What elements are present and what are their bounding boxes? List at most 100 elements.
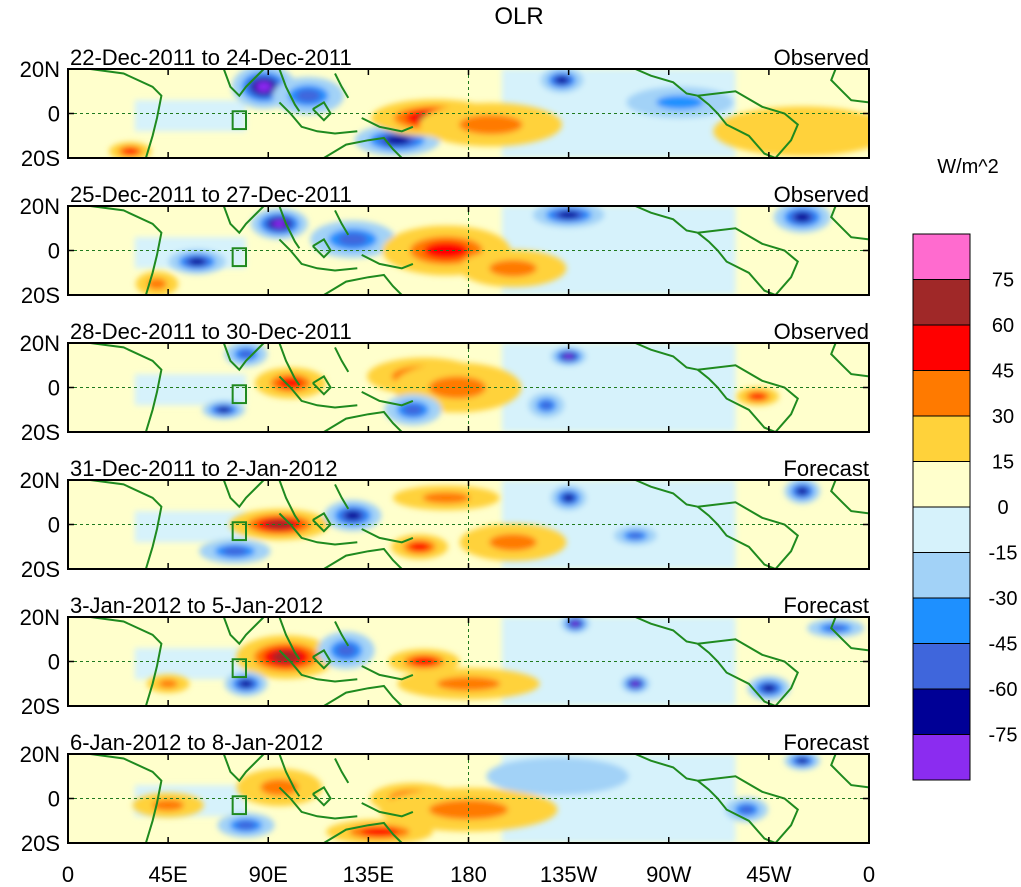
colorbar-swatch: [912, 324, 971, 371]
anomaly-4-level: [555, 76, 569, 84]
reference-box: [231, 658, 247, 679]
coastline-9: [635, 480, 698, 508]
coastline-6: [334, 621, 350, 647]
anomaly-7-level: [794, 212, 811, 222]
coastline-7: [361, 665, 414, 681]
coastline-9: [635, 69, 698, 97]
y-tick-label: 20S: [21, 557, 60, 582]
colorbar-level-label: 75: [992, 270, 1014, 292]
coastline-4: [278, 512, 358, 546]
x-tick-label: 45W: [746, 862, 791, 887]
coastlines: [90, 754, 869, 843]
anomaly-field: [134, 343, 780, 432]
panel-date-range: 25-Dec-2011 to 27-Dec-2011: [70, 182, 352, 207]
y-tick-label: 0: [48, 376, 60, 401]
coastline-1: [90, 206, 163, 295]
colorbar-swatch: [912, 461, 971, 508]
anomaly-3-level: [295, 89, 321, 103]
anomaly-9-level: [422, 492, 470, 504]
anomaly-9-level: [747, 115, 858, 147]
coastlines: [90, 206, 869, 295]
x-tick-label: 90W: [646, 862, 691, 887]
coastline-10: [697, 231, 776, 295]
anomaly-1-level: [256, 81, 272, 93]
colorbar-level-label: -30: [989, 588, 1018, 610]
colorbar-swatch: [912, 415, 971, 462]
panel-kind: Observed: [774, 319, 869, 344]
panel-4: 20N 0 20S 31-Dec-2011 to 2-Jan-2012 Forecast: [20, 456, 870, 582]
x-tick-label: 45E: [149, 862, 188, 887]
coastline-12: [830, 69, 869, 104]
reference-box: [231, 247, 247, 268]
coastline-8: [323, 410, 403, 432]
panel-date-range: 3-Jan-2012 to 5-Jan-2012: [70, 593, 323, 618]
anomaly-5-level: [217, 407, 230, 413]
anomaly-5-level: [563, 494, 574, 502]
anomaly-4-level: [236, 820, 256, 830]
coastline-5: [312, 101, 332, 122]
panel-kind: Observed: [774, 182, 869, 207]
coastline-5: [312, 375, 332, 396]
coastline-10: [697, 94, 776, 158]
colorbar-swatch: [912, 643, 971, 690]
anomaly-1-level: [272, 220, 287, 228]
anomaly-8-level: [656, 95, 704, 110]
coastline-9: [635, 206, 698, 234]
colorbar-swatch: [912, 370, 971, 417]
indian-weak-negative: [134, 648, 246, 680]
coastline-8: [323, 821, 403, 843]
reference-box: [231, 384, 247, 405]
coastline-12: [830, 480, 869, 515]
coastlines: [90, 343, 869, 432]
coastline-10: [697, 505, 776, 569]
y-tick-label: 20N: [20, 468, 60, 493]
anomaly-field: [134, 480, 821, 569]
anomaly-4-level: [571, 621, 579, 626]
y-tick-label: 0: [48, 102, 60, 127]
coastline-2: [222, 617, 265, 646]
coastline-4: [278, 375, 358, 409]
anomaly-5-level: [631, 681, 639, 687]
coastline-1: [90, 754, 163, 843]
colorbar-swatch: [912, 734, 971, 781]
y-tick-label: 20S: [21, 146, 60, 171]
anomaly-5-level: [489, 259, 537, 277]
y-tick-label: 20S: [21, 694, 60, 719]
colorbar-level-label: 30: [992, 406, 1014, 428]
anomaly-3-level: [489, 533, 537, 551]
y-tick-label: 20N: [20, 331, 60, 356]
anomaly-7-level: [540, 400, 553, 410]
panel-kind: Observed: [774, 45, 869, 70]
anomaly-7-level: [797, 487, 808, 495]
panel-5: 20N 0 20S 3-Jan-2012 to 5-Jan-2012 Forecast: [20, 593, 870, 719]
anomaly-7-level: [336, 643, 357, 657]
coastline-8: [323, 136, 403, 158]
units-label: W/m^2: [937, 156, 999, 178]
indian-weak-negative: [134, 100, 246, 132]
anomaly-8-level: [222, 546, 248, 556]
reference-box: [231, 110, 247, 131]
coastline-5: [312, 649, 332, 670]
y-tick-label: 20N: [20, 605, 60, 630]
anomaly-4-level: [564, 354, 573, 359]
coastline-6: [334, 346, 350, 373]
colorbar-swatch: [912, 688, 971, 735]
coastline-10: [697, 368, 776, 432]
y-tick-label: 0: [48, 650, 60, 675]
coastline-1: [90, 617, 163, 706]
anomaly-3-level: [337, 232, 368, 246]
coastline-6: [334, 758, 350, 784]
y-tick-label: 20N: [20, 57, 60, 82]
coastline-7: [361, 391, 414, 407]
anomaly-9-level: [238, 349, 254, 359]
y-tick-label: 20S: [21, 831, 60, 856]
coastline-12: [830, 617, 869, 652]
y-tick-label: 0: [48, 787, 60, 812]
coastline-12: [830, 206, 869, 241]
coastline-9: [635, 754, 698, 782]
anomaly-2-level: [385, 135, 410, 145]
coastline-12: [830, 754, 869, 789]
coastline-5: [312, 512, 332, 533]
coastline-1: [90, 480, 163, 569]
